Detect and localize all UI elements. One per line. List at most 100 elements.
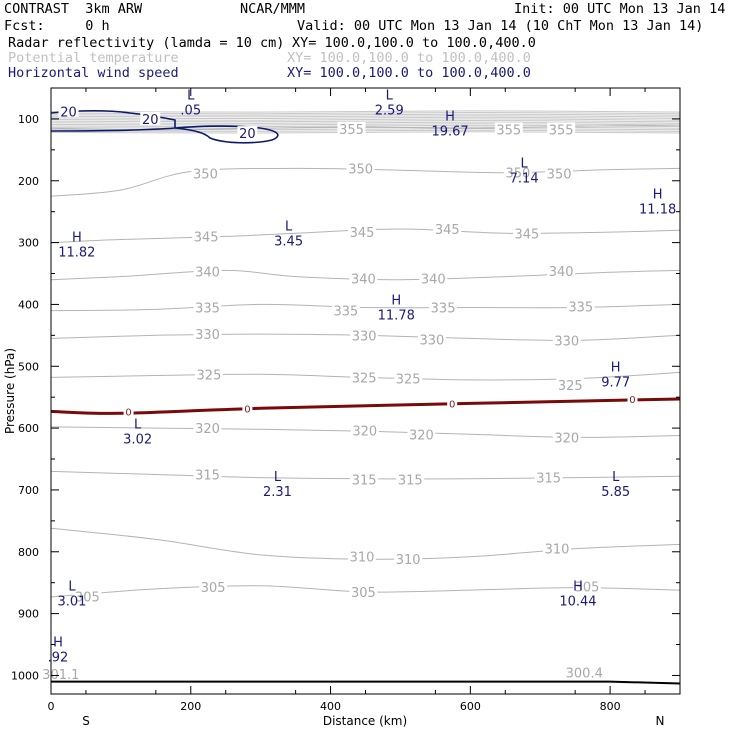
x-tick-label: 200 bbox=[180, 700, 201, 713]
theta-label: 305 bbox=[201, 581, 226, 596]
theta-label-bg bbox=[193, 327, 222, 341]
x-tick-label: 600 bbox=[460, 700, 481, 713]
reflectivity-label: 20 bbox=[239, 127, 256, 142]
theta-label: 340 bbox=[195, 266, 220, 281]
x-tick-label: 0 bbox=[48, 700, 55, 713]
freezing-level-label: 0 bbox=[125, 407, 131, 418]
wind-extremum-value: 7.14 bbox=[510, 171, 539, 186]
theta-label-bg bbox=[349, 271, 378, 285]
x-axis-left-label: S bbox=[82, 714, 90, 728]
y-tick-label: 1000 bbox=[11, 669, 39, 682]
theta-label-bg bbox=[348, 225, 377, 239]
x-axis-title: Distance (km) bbox=[323, 714, 407, 728]
x-tick-label: 400 bbox=[320, 700, 341, 713]
theta-label: 350 bbox=[348, 162, 373, 177]
wind-extremum-high-marker: H bbox=[53, 636, 63, 651]
y-tick-label: 700 bbox=[18, 484, 39, 497]
wind-extremum-low-marker: L bbox=[134, 417, 142, 432]
theta-label-bg bbox=[494, 122, 523, 136]
theta-label: 355 bbox=[496, 123, 521, 138]
wind-extremum-low-marker: L bbox=[386, 88, 394, 103]
theta-label-bg bbox=[350, 472, 379, 486]
theta-label: 315 bbox=[398, 473, 423, 488]
theta-label-bg bbox=[337, 121, 366, 135]
theta-label-bg bbox=[199, 580, 228, 594]
theta-label: 350 bbox=[547, 167, 572, 182]
theta-label: 330 bbox=[195, 328, 220, 343]
y-tick-label: 800 bbox=[18, 546, 39, 559]
theta-label: 345 bbox=[194, 230, 219, 245]
wind-extremum-low-marker: L bbox=[612, 470, 620, 485]
theta-label-bg bbox=[512, 226, 541, 240]
valid-time: Valid: 00 UTC Mon 13 Jan 14 (10 ChT Mon … bbox=[297, 18, 704, 34]
theta-label: 320 bbox=[554, 431, 579, 446]
theta-label-bg bbox=[417, 332, 446, 346]
wind-extremum-high-marker: H bbox=[445, 109, 455, 124]
theta-label: 305 bbox=[75, 590, 100, 605]
theta-label-bg bbox=[193, 264, 222, 278]
wind-extremum-value: 11.78 bbox=[378, 309, 415, 324]
theta-label-bg bbox=[396, 472, 425, 486]
theta-label: 340 bbox=[421, 272, 446, 287]
freezing-label-bg bbox=[627, 394, 638, 405]
field-reflectivity-xy: XY= 100.0,100.0 to 100.0,400.0 bbox=[292, 35, 536, 51]
theta-label-bg bbox=[193, 467, 222, 481]
theta-label-bg bbox=[542, 541, 571, 555]
field-theta-xy: XY= 100.0,100.0 to 100.0,400.0 bbox=[287, 50, 531, 66]
y-tick-label: 100 bbox=[18, 113, 39, 126]
theta-label: 325 bbox=[396, 373, 421, 388]
wind-extremum-value: 2.31 bbox=[263, 485, 292, 500]
theta-label-bg bbox=[547, 264, 576, 278]
org-label: NCAR/MMM bbox=[240, 1, 306, 17]
wind-extremum-value: 11.82 bbox=[58, 246, 95, 261]
theta-extra-label: 300.4 bbox=[566, 666, 603, 681]
theta-label-bg bbox=[191, 166, 220, 180]
y-tick-label: 900 bbox=[18, 608, 39, 621]
theta-label: 315 bbox=[536, 472, 561, 487]
wind-extremum-low-marker: L bbox=[68, 579, 76, 594]
theta-label-bg bbox=[193, 421, 222, 435]
theta-label-bg bbox=[192, 229, 221, 243]
theta-label: 345 bbox=[435, 223, 460, 238]
wind-extremum-value: 5.85 bbox=[601, 485, 630, 500]
theta-label-bg bbox=[552, 430, 581, 444]
theta-label-bg bbox=[194, 367, 223, 381]
wind-extremum-value: 10.44 bbox=[559, 594, 596, 609]
y-tick-label: 200 bbox=[18, 175, 39, 188]
y-tick-label: 500 bbox=[18, 360, 39, 373]
theta-label: 320 bbox=[195, 422, 220, 437]
reflectivity-label-bg bbox=[140, 111, 161, 125]
wind-extremum-value: 11.18 bbox=[639, 202, 676, 217]
theta-upper-contour bbox=[51, 110, 680, 113]
theta-label: 315 bbox=[352, 473, 377, 488]
theta-label-bg bbox=[573, 579, 602, 593]
field-theta-name: Potential temperature bbox=[8, 50, 179, 66]
theta-label: 330 bbox=[554, 334, 579, 349]
theta-label: 340 bbox=[549, 265, 574, 280]
x-tick-label: 800 bbox=[600, 700, 621, 713]
theta-label-bg bbox=[394, 371, 423, 385]
theta-label-bg bbox=[552, 333, 581, 347]
freezing-level-label: 0 bbox=[449, 399, 455, 410]
theta-label: 355 bbox=[339, 123, 364, 138]
reflectivity-contour-20 bbox=[174, 125, 279, 144]
wind-extremum-high-marker: H bbox=[653, 187, 663, 202]
theta-label-bg bbox=[348, 549, 377, 563]
theta-label: 325 bbox=[558, 379, 583, 394]
theta-label: 335 bbox=[195, 302, 220, 317]
theta-label: 305 bbox=[351, 586, 376, 601]
theta-label-bg bbox=[503, 165, 532, 179]
theta-label: 345 bbox=[515, 227, 540, 242]
theta-label: 335 bbox=[334, 305, 359, 320]
reflectivity-label-bg bbox=[58, 104, 79, 118]
field-wind-xy: XY= 100.0,100.0 to 100.0,400.0 bbox=[287, 65, 531, 81]
reflectivity-label: 20 bbox=[142, 113, 159, 128]
theta-label: 310 bbox=[396, 553, 421, 568]
theta-label: 310 bbox=[545, 543, 570, 558]
freezing-level-line bbox=[51, 397, 680, 415]
theta-label-bg bbox=[349, 584, 378, 598]
reflectivity-label: 20 bbox=[60, 105, 77, 120]
model-title: CONTRAST 3km ARW bbox=[4, 1, 143, 17]
theta-label-bg bbox=[419, 271, 448, 285]
